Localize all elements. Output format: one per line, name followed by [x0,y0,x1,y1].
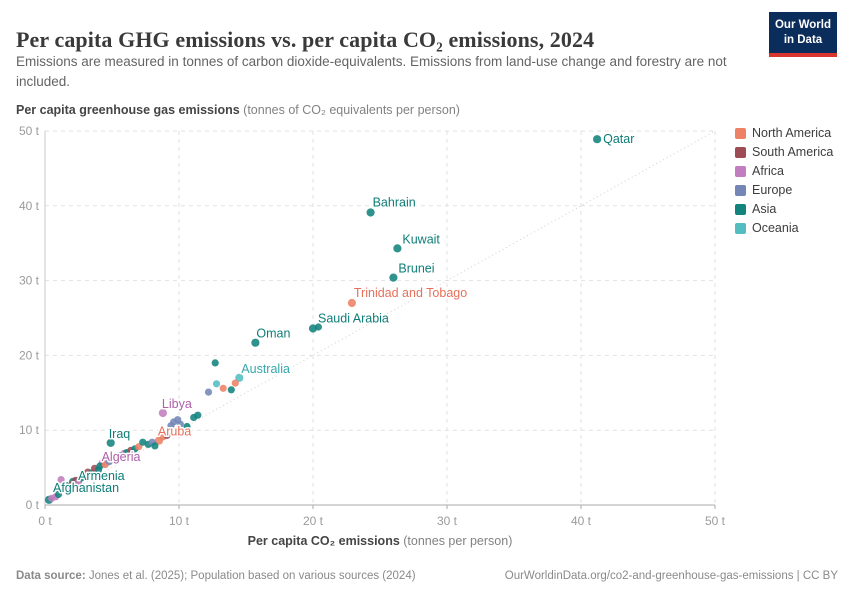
data-point[interactable] [183,422,191,431]
x-tick-label: 30 t [437,514,458,528]
data-point[interactable] [54,490,63,499]
x-axis-title: Per capita CO₂ emissions (tonnes per per… [45,534,715,548]
legend-swatch-north-america [735,127,746,139]
data-point[interactable] [211,359,219,367]
legend-swatch-africa [735,165,746,177]
country-label-afghanistan: Afghanistan [53,481,119,495]
data-point-brunei[interactable] [389,273,398,282]
legend-swatch-south-america [735,146,746,158]
legend-item-north-america[interactable]: North America [735,126,833,140]
x-axis-title-main: Per capita CO₂ emissions [247,534,400,548]
data-point[interactable] [219,384,227,392]
country-label-kuwait: Kuwait [402,232,440,246]
owid-logo-line2: in Data [783,33,823,46]
data-point-australia[interactable] [235,373,244,382]
country-label-oman: Oman [256,327,290,341]
data-point-oman[interactable] [251,338,260,347]
country-label-bahrain: Bahrain [373,196,416,210]
data-point[interactable] [139,438,147,446]
legend-label-south-america: South America [752,145,834,159]
legend-label-asia: Asia [752,202,777,216]
y-axis-title: Per capita greenhouse gas emissions (ton… [16,103,460,117]
data-point[interactable] [57,476,65,484]
owid-logo[interactable]: Our World in Data [769,12,837,57]
x-axis-title-unit: (tonnes per person) [399,534,513,548]
page-title: Per capita GHG emissions vs. per capita … [16,26,595,52]
chart-subtitle: Emissions are measured in tonnes of carb… [16,54,727,89]
data-source-text: Jones et al. (2025); Population based on… [85,570,416,582]
legend-item-oceania[interactable]: Oceania [735,221,833,235]
y-tick-label: 30 t [19,274,40,288]
data-point[interactable] [204,388,213,396]
data-source-note: Data source: Jones et al. (2025); Popula… [16,570,416,582]
country-label-trinidad-and-tobago: Trinidad and Tobago [354,286,467,300]
data-point[interactable] [227,386,235,394]
legend-item-asia[interactable]: Asia [735,202,833,216]
chart-footer: Data source: Jones et al. (2025); Popula… [16,570,838,582]
legend-swatch-asia [735,203,746,215]
legend-label-africa: Africa [752,164,784,178]
x-tick-label: 40 t [571,514,592,528]
owid-logo-line1: Our World [774,19,831,31]
x-tick-label: 0 t [38,514,52,528]
y-axis-title-unit: (tonnes of CO₂ equivalents per person) [239,103,460,117]
data-point[interactable] [96,462,104,470]
legend-item-europe[interactable]: Europe [735,183,833,197]
country-label-iraq: Iraq [109,427,131,441]
data-point-iraq[interactable] [106,438,115,447]
legend-label-north-america: North America [752,126,832,140]
data-point-bahrain[interactable] [366,208,375,217]
y-tick-label: 0 t [26,498,40,512]
y-tick-label: 40 t [19,199,40,213]
data-point[interactable] [212,380,221,388]
legend-label-oceania: Oceania [752,221,799,235]
attribution-link[interactable]: OurWorldinData.org/co2-and-greenhouse-ga… [504,570,838,582]
data-point-kuwait[interactable] [393,244,402,253]
y-axis-title-main: Per capita greenhouse gas emissions [16,103,240,117]
data-point-trinidad-and-tobago[interactable] [347,298,356,308]
legend-item-africa[interactable]: Africa [735,164,833,178]
data-source-label: Data source: [16,570,86,582]
x-tick-label: 20 t [303,514,324,528]
x-tick-label: 50 t [705,514,726,528]
legend-swatch-europe [735,184,746,196]
country-label-libya: Libya [162,397,192,411]
country-label-aruba: Aruba [158,425,191,439]
y-tick-label: 10 t [19,423,40,437]
legend-swatch-oceania [735,222,746,234]
country-label-saudi-arabia: Saudi Arabia [318,312,389,326]
data-point[interactable] [163,431,171,439]
country-label-qatar: Qatar [603,132,634,146]
country-label-armenia: Armenia [78,469,125,483]
country-label-australia: Australia [241,362,290,376]
x-tick-label: 10 t [169,514,190,528]
y-tick-label: 20 t [19,348,40,362]
continent-legend: North America South America Africa Europe As… [735,126,833,235]
country-label-brunei: Brunei [398,262,434,276]
data-point[interactable] [314,323,322,331]
data-point-qatar[interactable] [593,135,602,144]
legend-label-europe: Europe [752,183,793,197]
data-point[interactable] [194,411,202,419]
country-label-algeria: Algeria [102,450,141,464]
data-point-libya[interactable] [158,408,167,418]
y-tick-label: 50 t [19,124,40,138]
data-point[interactable] [176,420,184,428]
data-point[interactable] [231,379,239,387]
legend-item-south-america[interactable]: South America [735,145,833,159]
data-point[interactable] [151,442,159,450]
